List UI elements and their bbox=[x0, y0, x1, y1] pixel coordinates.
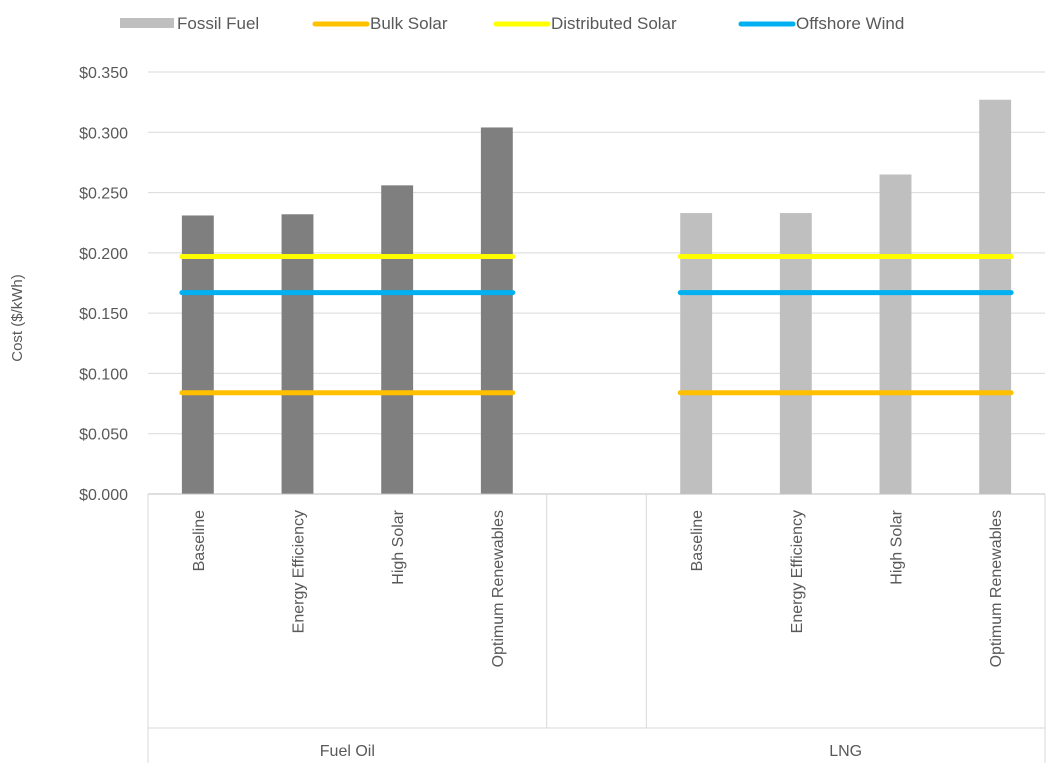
category-labels: Baseline Energy Efficiency High Solar Optim… bbox=[191, 509, 1005, 667]
bar bbox=[181, 215, 214, 495]
legend-label: Bulk Solar bbox=[370, 14, 448, 33]
y-tick-label: $0.300 bbox=[79, 125, 128, 142]
y-tick-label: $0.250 bbox=[79, 186, 128, 203]
group-labels: Fuel Oil LNG bbox=[320, 743, 862, 760]
legend-label: Distributed Solar bbox=[551, 14, 677, 33]
y-axis-tick-labels: $0.000 $0.050 $0.100 $0.150 $0.200 $0.250 $0.3… bbox=[79, 65, 128, 504]
bar bbox=[779, 213, 812, 494]
bar bbox=[979, 99, 1012, 494]
legend-label: Fossil Fuel bbox=[177, 14, 259, 33]
category-label: High Solar bbox=[390, 509, 407, 584]
y-tick-label: $0.200 bbox=[79, 246, 128, 263]
legend-label: Offshore Wind bbox=[796, 14, 904, 33]
bar bbox=[381, 185, 414, 494]
y-tick-label: $0.150 bbox=[79, 306, 128, 323]
bars bbox=[181, 99, 1012, 495]
legend: Fossil Fuel Bulk Solar Distributed Solar Of… bbox=[120, 14, 904, 33]
y-tick-label: $0.350 bbox=[79, 65, 128, 82]
bar bbox=[680, 213, 713, 494]
category-label: Energy Efficiency bbox=[291, 510, 308, 633]
x-axis bbox=[147, 493, 1046, 763]
y-axis-title: Cost ($/kWh) bbox=[9, 274, 26, 362]
group-label: Fuel Oil bbox=[320, 743, 375, 760]
bar bbox=[281, 214, 314, 494]
category-label: Optimum Renewables bbox=[490, 510, 507, 667]
y-tick-label: $0.100 bbox=[79, 366, 128, 383]
category-label: High Solar bbox=[889, 509, 906, 584]
category-label: Baseline bbox=[689, 510, 706, 571]
y-tick-label: $0.050 bbox=[79, 427, 128, 444]
bar bbox=[879, 174, 912, 494]
category-label: Optimum Renewables bbox=[988, 510, 1005, 667]
bar bbox=[480, 127, 513, 494]
reference-lines bbox=[179, 253, 1014, 396]
y-tick-label: $0.000 bbox=[79, 487, 128, 504]
group-label: LNG bbox=[829, 743, 862, 760]
legend-swatch bbox=[120, 18, 174, 28]
category-label: Baseline bbox=[191, 510, 208, 571]
category-label: Energy Efficiency bbox=[789, 510, 806, 633]
